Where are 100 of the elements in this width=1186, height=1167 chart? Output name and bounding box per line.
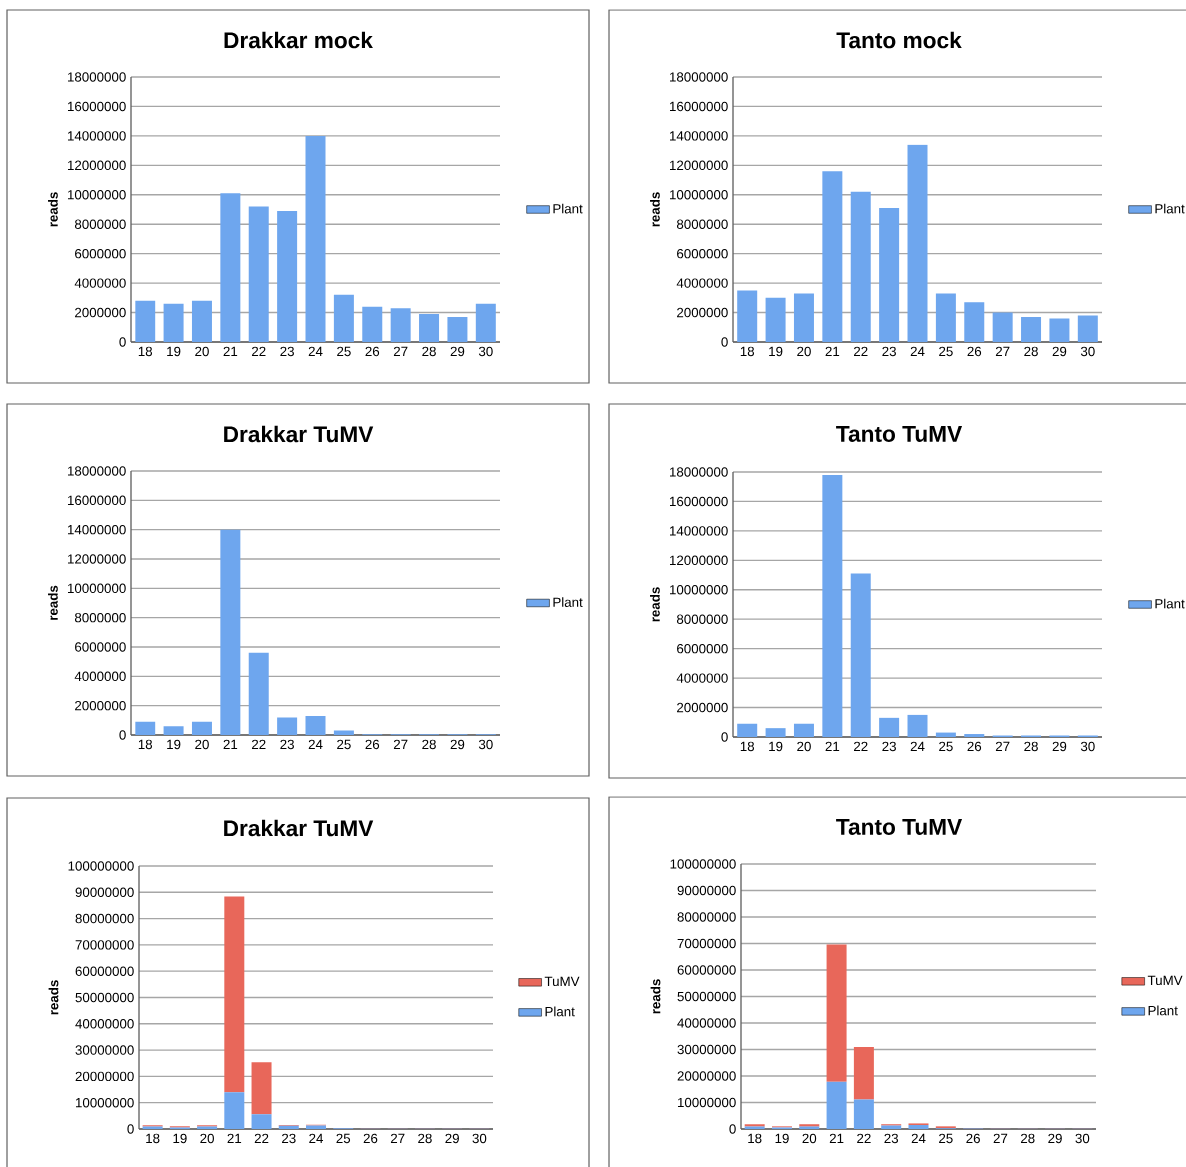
x-tick-label: 30 — [1075, 1133, 1090, 1144]
chart-title: Tanto TuMV — [836, 819, 963, 835]
x-tick-label: 21 — [825, 346, 840, 357]
x-tick-label: 29 — [1052, 346, 1067, 357]
y-tick-label: 50000000 — [677, 991, 736, 1002]
y-tick-label: 20000000 — [75, 1071, 134, 1082]
x-tick-label: 28 — [422, 346, 436, 357]
y-tick-label: 10000000 — [678, 1097, 736, 1108]
x-tick-label: 21 — [825, 741, 840, 752]
x-tick-label: 18 — [748, 1133, 762, 1144]
y-tick-label: 6000000 — [677, 643, 728, 654]
y-tick-label: 10000000 — [670, 190, 728, 200]
y-tick-label: 4000000 — [676, 673, 728, 683]
x-tick-label: 22 — [853, 346, 868, 357]
x-tick-label: 21 — [223, 739, 238, 749]
y-tick-label: 18000000 — [68, 466, 126, 476]
x-tick-label: 27 — [995, 741, 1010, 752]
y-tick-label: 60000000 — [677, 965, 736, 975]
y-tick-label: 6000000 — [677, 248, 728, 259]
y-tick-label: 12000000 — [68, 554, 126, 564]
x-tick-label: 30 — [478, 739, 493, 750]
y-tick-label: 16000000 — [68, 495, 126, 506]
x-tick-label: 19 — [769, 741, 783, 752]
y-tick-label: 14000000 — [68, 524, 126, 535]
y-tick-label: 100000000 — [670, 859, 736, 869]
legend-label: TuMV — [1147, 975, 1183, 986]
x-tick-label: 18 — [138, 346, 153, 357]
legend-label: Plant — [553, 203, 583, 214]
y-tick-label: 6000000 — [75, 248, 126, 259]
x-tick-label: 19 — [167, 739, 181, 750]
y-tick-label: 12000000 — [670, 160, 728, 171]
x-tick-label: 22 — [853, 741, 868, 752]
y-tick-label: 30000000 — [677, 1044, 736, 1055]
x-tick-label: 18 — [146, 1133, 160, 1144]
y-tick-label: 14000000 — [670, 131, 728, 141]
x-tick-label: 19 — [775, 1133, 789, 1144]
y-tick-label: 10000000 — [68, 583, 126, 594]
y-tick-label: 2000000 — [75, 307, 126, 318]
y-tick-label: 20000000 — [677, 1071, 736, 1081]
y-tick-label: 10000000 — [68, 190, 126, 200]
x-tick-label: 29 — [450, 739, 465, 750]
y-tick-label: 70000000 — [677, 938, 736, 949]
y-tick-label: 40000000 — [75, 1019, 134, 1029]
y-tick-label: 18000000 — [670, 72, 728, 82]
x-tick-label: 25 — [336, 1133, 351, 1144]
x-tick-label: 24 — [309, 1133, 324, 1143]
x-tick-label: 30 — [1080, 741, 1095, 752]
y-tick-label: 18000000 — [670, 467, 728, 477]
x-tick-label: 29 — [445, 1133, 459, 1144]
x-tick-label: 24 — [910, 346, 925, 357]
x-tick-label: 18 — [740, 741, 755, 752]
x-tick-label: 25 — [337, 346, 351, 357]
x-tick-label: 23 — [280, 346, 294, 357]
x-tick-label: 23 — [882, 346, 896, 357]
x-tick-label: 20 — [195, 739, 209, 750]
y-tick-label: 0 — [127, 1124, 134, 1134]
x-tick-label: 26 — [966, 1133, 980, 1144]
y-tick-label: 30000000 — [75, 1045, 134, 1055]
y-tick-label: 10000000 — [670, 585, 728, 595]
y-tick-label: 8000000 — [74, 612, 126, 623]
y-tick-label: 60000000 — [75, 966, 134, 976]
x-tick-label: 27 — [993, 1133, 1008, 1143]
x-tick-label: 30 — [472, 1133, 487, 1144]
x-tick-label: 26 — [363, 1133, 378, 1144]
legend-label: Plant — [1148, 1005, 1178, 1016]
x-tick-label: 18 — [138, 739, 153, 750]
x-tick-label: 26 — [365, 346, 380, 357]
y-tick-label: 70000000 — [75, 940, 134, 950]
chart-title: Tanto TuMV — [836, 426, 963, 442]
x-tick-label: 25 — [939, 346, 953, 357]
y-tick-label: 40000000 — [677, 1018, 736, 1028]
x-tick-label: 29 — [1048, 1133, 1062, 1144]
y-axis-title: reads — [650, 587, 660, 622]
x-tick-label: 19 — [167, 346, 181, 357]
x-tick-label: 23 — [882, 741, 896, 752]
x-tick-label: 22 — [857, 1133, 871, 1143]
y-tick-label: 4000000 — [676, 278, 728, 288]
y-tick-label: 8000000 — [676, 614, 728, 624]
x-tick-label: 19 — [173, 1133, 187, 1144]
x-tick-label: 21 — [227, 1133, 242, 1143]
y-tick-label: 18000000 — [68, 72, 126, 82]
y-axis-title: reads — [48, 585, 58, 620]
y-tick-label: 90000000 — [75, 887, 134, 897]
x-tick-label: 23 — [884, 1133, 899, 1144]
legend-label: Plant — [553, 597, 583, 607]
x-tick-label: 24 — [911, 1133, 926, 1143]
x-tick-label: 29 — [1052, 741, 1067, 752]
y-tick-label: 14000000 — [68, 131, 126, 141]
x-tick-label: 22 — [254, 1133, 269, 1143]
x-tick-label: 24 — [308, 739, 323, 749]
y-tick-label: 0 — [119, 730, 126, 740]
y-tick-label: 50000000 — [75, 992, 134, 1003]
x-tick-label: 21 — [223, 346, 238, 357]
x-tick-label: 28 — [418, 1133, 432, 1144]
y-tick-label: 0 — [729, 1124, 736, 1134]
legend-label: Plant — [1155, 203, 1185, 214]
x-tick-label: 27 — [393, 739, 408, 749]
y-tick-label: 4000000 — [74, 278, 126, 288]
x-tick-label: 20 — [797, 346, 811, 357]
x-tick-label: 18 — [740, 346, 755, 357]
